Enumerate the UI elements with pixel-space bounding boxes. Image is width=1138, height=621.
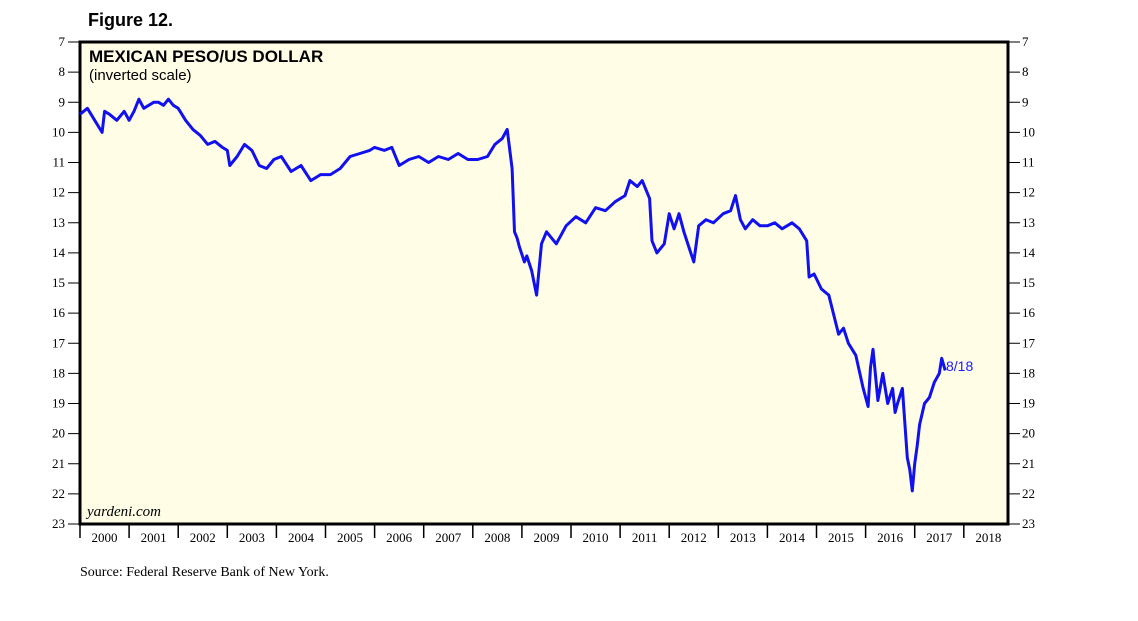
x-year-label: 2014	[779, 530, 806, 545]
left-y-tick-label: 23	[52, 516, 65, 531]
right-y-tick-label: 12	[1022, 185, 1035, 200]
right-y-tick-label: 8	[1022, 64, 1029, 79]
x-year-label: 2004	[288, 530, 315, 545]
right-y-tick-label: 16	[1022, 305, 1036, 320]
x-year-label: 2018	[975, 530, 1001, 545]
x-year-label: 2013	[730, 530, 756, 545]
x-year-label: 2003	[239, 530, 265, 545]
x-year-label: 2002	[190, 530, 216, 545]
right-y-tick-label: 23	[1022, 516, 1035, 531]
left-y-tick-label: 12	[52, 185, 65, 200]
right-y-tick-label: 18	[1022, 365, 1035, 380]
left-y-tick-label: 9	[59, 94, 66, 109]
x-year-label: 2001	[141, 530, 167, 545]
left-y-tick-label: 15	[52, 275, 65, 290]
left-y-tick-label: 17	[52, 335, 66, 350]
peso-series-line	[79, 97, 947, 493]
x-year-label: 2017	[926, 530, 953, 545]
x-year-label: 2009	[533, 530, 559, 545]
chart-title: MEXICAN PESO/US DOLLAR	[89, 47, 323, 66]
x-year-label: 2016	[877, 530, 904, 545]
source-note: Source: Federal Reserve Bank of New York…	[80, 565, 329, 580]
right-y-tick-label: 14	[1022, 245, 1036, 260]
x-year-label: 2005	[337, 530, 363, 545]
right-y-tick-label: 21	[1022, 456, 1035, 471]
x-year-label: 2000	[92, 530, 118, 545]
left-y-tick-label: 13	[52, 215, 65, 230]
x-year-label: 2008	[484, 530, 510, 545]
right-y-tick-label: 17	[1022, 335, 1036, 350]
right-y-tick-label: 19	[1022, 396, 1035, 411]
right-y-tick-label: 13	[1022, 215, 1035, 230]
left-y-axis: 7 8 9 10 11 12 13 14 15 16 17 18 19 20 21 22 23	[52, 34, 80, 531]
chart-subtitle: (inverted scale)	[89, 67, 192, 84]
x-year-label: 2011	[632, 530, 658, 545]
x-year-label: 2010	[583, 530, 609, 545]
x-year-label: 2006	[386, 530, 413, 545]
left-y-tick-label: 20	[52, 426, 65, 441]
right-y-tick-label: 20	[1022, 426, 1035, 441]
x-year-label: 2012	[681, 530, 707, 545]
brand-watermark: yardeni.com	[85, 504, 161, 520]
right-y-axis: 7 8 9 10 11 12 13 14 15 16 17 18 19 20 21 22 23	[1008, 34, 1036, 531]
left-y-tick-label: 7	[59, 34, 66, 49]
right-y-tick-label: 7	[1022, 34, 1029, 49]
left-y-tick-label: 22	[52, 486, 65, 501]
x-year-label: 2007	[435, 530, 462, 545]
left-y-tick-label: 18	[52, 365, 65, 380]
left-y-tick-label: 21	[52, 456, 65, 471]
right-y-tick-label: 9	[1022, 94, 1029, 109]
figure-label: Figure 12.	[88, 10, 174, 30]
right-y-tick-label: 10	[1022, 124, 1035, 139]
last-value-label: 8/18	[946, 358, 973, 374]
x-axis: 2000 2001 2002 2003 2004 2005 2006 2007 2008 2009…	[79, 524, 1001, 545]
right-y-tick-label: 15	[1022, 275, 1035, 290]
left-y-tick-label: 8	[59, 64, 66, 79]
left-y-tick-label: 19	[52, 396, 65, 411]
x-year-label: 2015	[828, 530, 854, 545]
right-y-tick-label: 22	[1022, 486, 1035, 501]
left-y-tick-label: 11	[52, 155, 65, 170]
left-y-tick-label: 10	[52, 124, 65, 139]
left-y-tick-label: 14	[52, 245, 66, 260]
right-y-tick-label: 11	[1022, 155, 1035, 170]
plot-area	[78, 40, 1010, 526]
left-y-tick-label: 16	[52, 305, 66, 320]
